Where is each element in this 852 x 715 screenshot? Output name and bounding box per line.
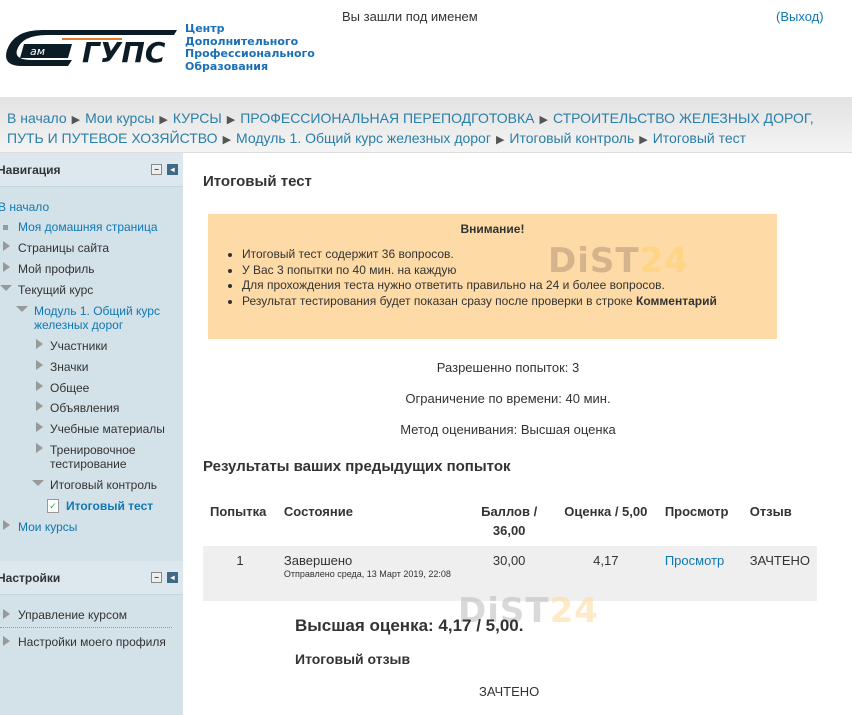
attempt-feedback: ЗАЧТЕНО [742, 546, 817, 601]
dock-icon[interactable]: ◂ [167, 572, 178, 583]
table-row: 1 Завершено Отправлено среда, 13 Март 201… [203, 546, 817, 601]
expand-icon[interactable] [36, 422, 43, 432]
collapse-arrow-icon[interactable] [0, 285, 12, 291]
expand-icon[interactable] [36, 401, 43, 411]
attempt-grade: 4,17 [553, 546, 658, 601]
expand-icon[interactable] [3, 636, 10, 646]
highest-grade: Высшая оценка: 4,17 / 5,00. [295, 616, 524, 635]
org-name: Центр Дополнительного Профессионального Обр… [185, 22, 315, 73]
review-cell: Просмотр [657, 546, 743, 601]
crumb-home[interactable]: В начало [7, 110, 67, 126]
nav-general[interactable]: Общее [50, 381, 90, 395]
settings-course-admin[interactable]: Управление курсом [18, 608, 128, 622]
navigation-title: Навигация [0, 163, 61, 177]
page-title: Итоговый тест [203, 173, 312, 190]
nav-final-control[interactable]: Итоговый контроль [50, 478, 158, 492]
col-state: Состояние [283, 504, 353, 519]
dock-icon[interactable]: ◂ [167, 164, 178, 175]
crumb-module[interactable]: Модуль 1. Общий курс железных дорог [236, 130, 491, 146]
page-header: ам ГУПС Центр Дополнительного Профессионал… [0, 0, 852, 97]
crumb-construction[interactable]: СТРОИТЕЛЬСТВО ЖЕЛЕЗНЫХ ДОРОГ, ПУТЬ И ПУТ… [7, 110, 814, 146]
nav-participants[interactable]: Участники [50, 339, 108, 353]
nav-announcements[interactable]: Объявления [50, 401, 120, 415]
attempt-number: 1 [203, 546, 277, 601]
nav-materials[interactable]: Учебные материалы [50, 422, 165, 436]
nav-module-1[interactable]: Модуль 1. Общий курс железных дорог [34, 304, 160, 332]
col-attempt: Попытка [210, 504, 267, 519]
crumb-final-control[interactable]: Итоговый контроль [509, 130, 635, 146]
site-logo[interactable]: ам ГУПС [2, 22, 182, 72]
settings-profile[interactable]: Настройки моего профиля [18, 635, 166, 649]
nav-home[interactable]: В начало [0, 200, 50, 214]
grading-method: Метод оценивания: Высшая оценка [400, 422, 616, 437]
collapse-icon[interactable]: − [151, 164, 162, 175]
svg-text:ам: ам [30, 45, 45, 58]
col-feedback: Отзыв [749, 504, 792, 519]
nav-site-pages[interactable]: Страницы сайта [18, 241, 110, 255]
bullet-icon [3, 225, 8, 230]
crumb-courses[interactable]: КУРСЫ [172, 110, 222, 126]
expand-icon[interactable] [36, 360, 43, 370]
notice-item: Итоговый тест содержит 36 вопросов. [242, 247, 777, 263]
expand-icon[interactable] [3, 520, 10, 530]
notice-item: У Вас 3 попытки по 40 мин. на каждую [242, 263, 777, 279]
collapse-arrow-icon[interactable] [16, 306, 28, 312]
expand-icon[interactable] [36, 443, 43, 453]
col-marks: Баллов / 36,00 [481, 504, 538, 538]
nav-current-course[interactable]: Текущий курс [18, 283, 94, 297]
expand-icon[interactable] [36, 381, 43, 391]
nav-practice-testing[interactable]: Тренировочное тестирование [50, 443, 136, 471]
nav-badges[interactable]: Значки [50, 360, 89, 374]
notice-title: Внимание! [460, 222, 525, 236]
expand-icon[interactable] [3, 241, 10, 251]
col-grade: Оценка / 5,00 [564, 504, 648, 519]
collapse-arrow-icon[interactable] [32, 480, 44, 486]
attempts-allowed: Разрешенно попыток: 3 [436, 360, 580, 375]
divider [0, 627, 172, 628]
review-link[interactable]: Просмотр [664, 553, 725, 568]
navigation-block-header: Навигация − ◂ [0, 153, 183, 187]
overall-feedback: ЗАЧТЕНО [479, 684, 540, 699]
crumb-my-courses[interactable]: Мои курсы [85, 110, 155, 126]
attempt-marks: 30,00 [464, 546, 554, 601]
submitted-date: Отправлено среда, 13 Март 2019, 22:08 [283, 569, 451, 579]
nav-dashboard[interactable]: Моя домашняя страница [18, 220, 158, 234]
breadcrumb: В начало ▶ Мои курсы ▶ КУРСЫ ▶ ПРОФЕССИОНАЛЬНА… [0, 97, 852, 153]
nav-my-profile[interactable]: Мой профиль [18, 262, 95, 276]
notice-item: Для прохождения теста нужно ответить пра… [242, 278, 777, 294]
time-limit: Ограничение по времени: 40 мин. [405, 391, 611, 406]
crumb-final-test[interactable]: Итоговый тест [652, 130, 747, 146]
sidebar: Навигация − ◂ В начало Моя домашняя стран… [0, 153, 183, 715]
login-info: Вы зашли под именем [342, 9, 478, 24]
logout-link[interactable]: (Выход) [776, 9, 824, 24]
notice-item: Результат тестирования будет показан сра… [242, 294, 777, 310]
expand-icon[interactable] [3, 262, 10, 272]
expand-icon[interactable] [36, 339, 43, 349]
collapse-icon[interactable]: − [151, 572, 162, 583]
quiz-icon: ✓ [47, 499, 59, 513]
settings-title: Настройки [0, 571, 61, 585]
svg-text:ГУПС: ГУПС [82, 36, 166, 69]
attempts-table: Попытка Состояние Баллов / 36,00 Оценка … [203, 496, 817, 601]
notice-box: Внимание! Итоговый тест содержит 36 вопр… [208, 214, 777, 339]
results-heading: Результаты ваших предыдущих попыток [203, 458, 511, 475]
attempt-state: Завершено Отправлено среда, 13 Март 2019,… [276, 546, 465, 601]
expand-icon[interactable] [3, 609, 10, 619]
nav-my-courses[interactable]: Мои курсы [18, 520, 78, 534]
crumb-retraining[interactable]: ПРОФЕССИОНАЛЬНАЯ ПЕРЕПОДГОТОВКА [240, 110, 535, 126]
nav-final-test[interactable]: Итоговый тест [66, 499, 154, 513]
overall-feedback-heading: Итоговый отзыв [295, 651, 411, 667]
col-review: Просмотр [664, 504, 729, 519]
settings-block-header: Настройки − ◂ [0, 561, 183, 595]
